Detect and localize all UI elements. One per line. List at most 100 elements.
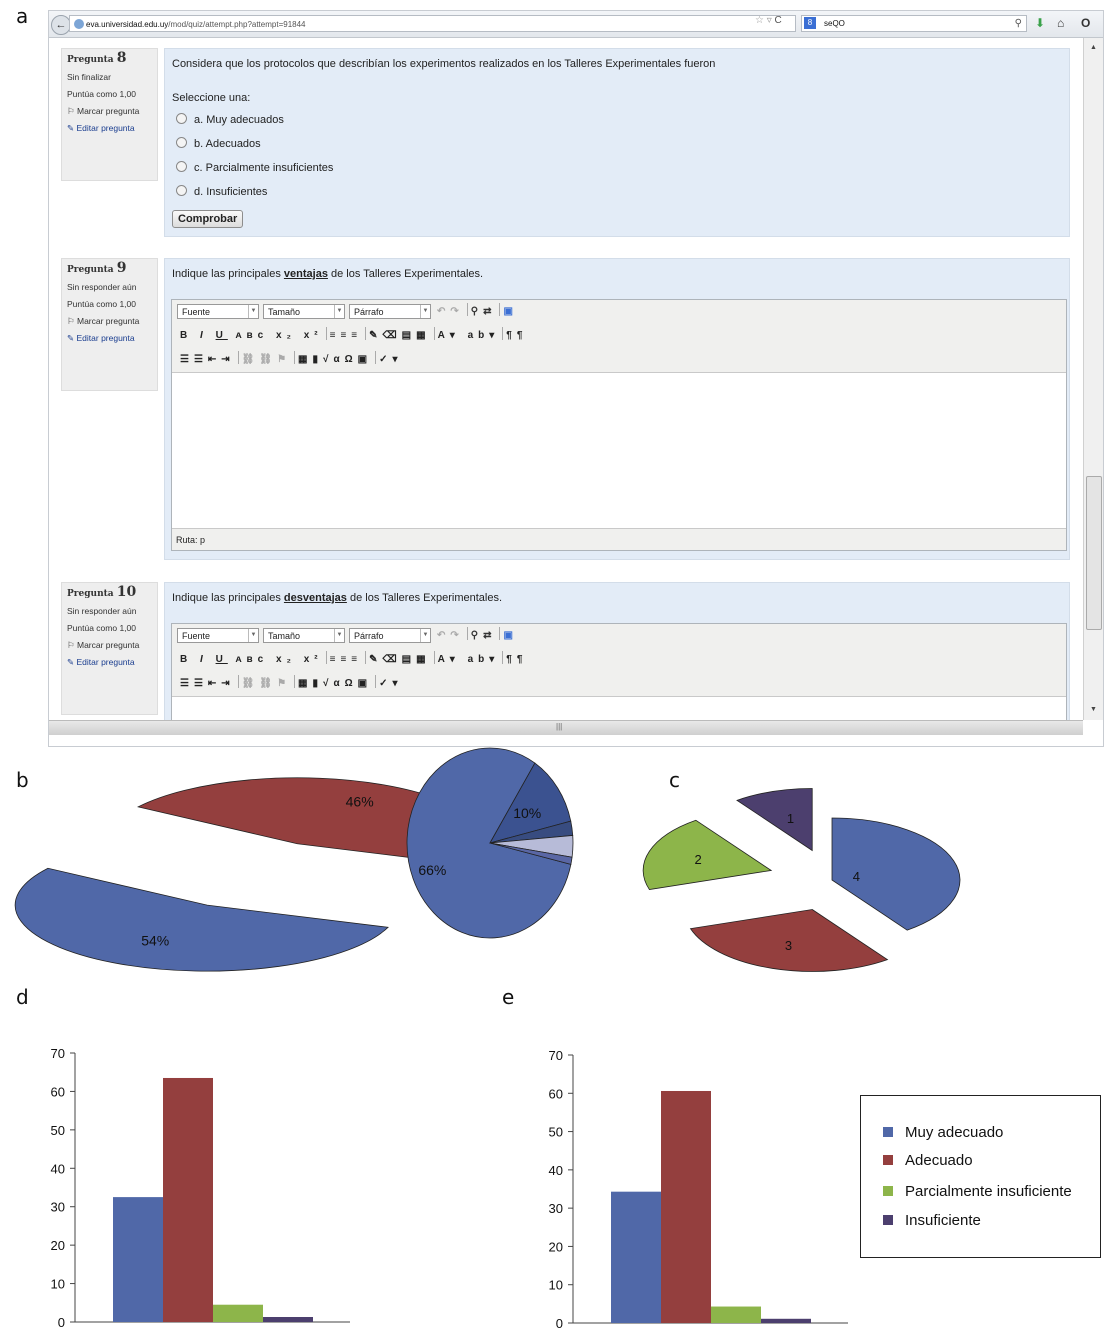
flag-question-link[interactable]: ⚐ Marcar pregunta [67,316,140,326]
url-field[interactable]: eva.universidad.edu.uy/mod/quiz/attempt.… [69,15,796,32]
bar-chart-d-tick-label: 30 [51,1200,65,1215]
bar-chart-e-bar [661,1090,711,1323]
edit-question-link[interactable]: ✎ Editar pregunta [67,333,135,343]
size-select[interactable]: Tamaño ▼ [263,628,345,643]
panel-label-e: e [502,985,515,1009]
question-number: 9 [116,260,127,276]
pie-c-slice [689,909,889,972]
vertical-scrollbar[interactable]: ▲ ▼ [1083,38,1103,720]
reload-icon[interactable]: C [774,15,782,26]
bar-chart-e-bar [761,1318,811,1323]
chart-legend: Muy adecuado Adecuado Parcialmente insuf… [860,1095,1101,1258]
pie-b2-slice-label: 66% [418,862,446,878]
search-engine-icon[interactable]: 8 [804,17,816,29]
pie-c-slice-label: 3 [785,938,792,953]
editor-path: Ruta: p [172,528,1066,550]
legend-item-muy-adecuado: Muy adecuado [883,1124,1003,1141]
bookmark-star-icon[interactable]: ☆ [755,15,764,26]
scroll-up-icon[interactable]: ▲ [1090,44,1097,51]
radio-icon[interactable] [176,113,187,124]
bar-chart-e-tick-label: 50 [549,1125,563,1140]
legend-item-insuficiente: Insuficiente [883,1212,981,1229]
addon-icon[interactable]: O [1081,16,1091,30]
radio-icon[interactable] [176,161,187,172]
editor-toolbar: Fuente ▼ Tamaño ▼ Párrafo ▼ ↶↷ ⚲⇄ ▣ B I U ᴀʙᴄ… [172,624,1066,697]
undo-redo-icons[interactable]: ↶↷ ⚲⇄ ▣ [437,303,518,319]
question-number: 8 [116,50,127,66]
scroll-down-icon[interactable]: ▼ [1090,706,1097,713]
option-a[interactable]: a. Muy adecuados [176,113,284,126]
format-icons[interactable]: B I U ᴀʙᴄ x₂ x² ≡≡≡ ✎⌫▤▦ A▾ ab▾ ¶¶ [180,327,527,343]
edit-question-link[interactable]: ✎ Editar pregunta [67,123,135,133]
font-select[interactable]: Fuente ▼ [177,304,259,319]
radio-icon[interactable] [176,137,187,148]
question-score: Puntúa como 1,00 [67,623,136,633]
flag-question-link[interactable]: ⚐ Marcar pregunta [67,640,140,650]
flag-icon: ⚐ [67,106,75,116]
format-select[interactable]: Párrafo ▼ [349,304,431,319]
globe-icon [74,19,84,29]
question-text: Indique las principales ventajas de los … [172,268,484,280]
legend-swatch [883,1127,893,1137]
question-body-10: Indique las principales desventajas de l… [164,582,1070,720]
font-select[interactable]: Fuente ▼ [177,628,259,643]
legend-item-adecuado: Adecuado [883,1152,973,1169]
legend-swatch [883,1186,893,1196]
option-d[interactable]: d. Insuficientes [176,185,267,198]
pie-c-slice [736,788,813,852]
panel-label-b: b [16,768,29,792]
download-icon[interactable]: ⬇ [1035,16,1046,30]
search-input[interactable]: 8 seQO ⚲ [801,15,1027,32]
bar-chart-e-bar [611,1191,661,1323]
url-path: /mod/quiz/attempt.php?attempt=91844 [168,20,306,29]
undo-redo-icons[interactable]: ↶↷ ⚲⇄ ▣ [437,627,518,643]
pie-b2-slice [489,762,572,844]
grip-icon: ||| [556,722,563,731]
pie-b2-slice [406,747,572,939]
flag-icon: ⚐ [67,640,75,650]
rich-text-editor[interactable]: Fuente ▼ Tamaño ▼ Párrafo ▼ ↶↷ ⚲⇄ ▣ B I U ᴀʙᴄ… [171,623,1067,720]
format-icons[interactable]: B I U ᴀʙᴄ x₂ x² ≡≡≡ ✎⌫▤▦ A▾ ab▾ ¶¶ [180,651,527,667]
horizontal-scrollbar[interactable]: ||| [49,720,1083,735]
radio-icon[interactable] [176,185,187,196]
flag-icon: ⚐ [67,316,75,326]
pie-b2-slice-label: 10% [513,805,541,821]
question-body-8: Considera que los protocolos que describ… [164,48,1070,237]
edit-question-link[interactable]: ✎ Editar pregunta [67,657,135,667]
url-domain: eva.universidad.edu.uy [86,20,169,29]
bar-chart-d-tick-label: 70 [51,1046,65,1061]
question-status: Sin responder aún [67,606,137,616]
legend-item-parcialmente-insuficiente: Parcialmente insuficiente [883,1183,1072,1200]
pie-c-slice-label: 1 [787,811,794,826]
insert-icons[interactable]: ☰☰⇤⇥ ⛓⛓⚑ ▦▮√αΩ▣ ✓▾ [180,351,403,367]
question-label: Pregunta [67,589,114,599]
panel-label-a: a [16,4,29,28]
pie-c-slice-label: 2 [694,852,701,867]
question-info-9: Pregunta 9 Sin responder aún Puntúa como… [61,258,158,391]
option-c[interactable]: c. Parcialmente insuficientes [176,161,333,174]
home-icon[interactable]: ⌂ [1057,16,1065,30]
search-text: seQO [824,19,845,28]
check-button[interactable]: Comprobar [172,210,244,228]
size-select[interactable]: Tamaño ▼ [263,304,345,319]
legend-swatch [883,1215,893,1225]
magnifier-icon[interactable]: ⚲ [1014,18,1022,29]
scroll-thumb[interactable] [1086,476,1102,630]
flag-question-link[interactable]: ⚐ Marcar pregunta [67,106,140,116]
format-select[interactable]: Párrafo ▼ [349,628,431,643]
browser-window: ← eva.universidad.edu.uy/mod/quiz/attemp… [48,10,1104,747]
bar-chart-e-tick-label: 10 [549,1278,563,1293]
bar-chart-e-tick-label: 70 [549,1048,563,1063]
rich-text-editor[interactable]: Fuente ▼ Tamaño ▼ Párrafo ▼ ↶↷ ⚲⇄ ▣ B I U ᴀʙᴄ… [171,299,1067,551]
bar-chart-e-tick-label: 60 [549,1086,563,1101]
bar-chart-d-tick-label: 50 [51,1123,65,1138]
pie-c-slice [831,817,961,931]
option-b[interactable]: b. Adecuados [176,137,261,150]
quiz-content: Pregunta 8 Sin finalizar Puntúa como 1,0… [49,38,1083,720]
insert-icons[interactable]: ☰☰⇤⇥ ⛓⛓⚑ ▦▮√αΩ▣ ✓▾ [180,675,403,691]
bar-chart-d-bar [113,1197,163,1322]
bar-chart-e-bar [711,1306,761,1323]
address-toolbar: ← eva.universidad.edu.uy/mod/quiz/attemp… [49,11,1103,38]
pie-c-slice-label: 4 [853,869,860,884]
question-score: Puntúa como 1,00 [67,299,136,309]
